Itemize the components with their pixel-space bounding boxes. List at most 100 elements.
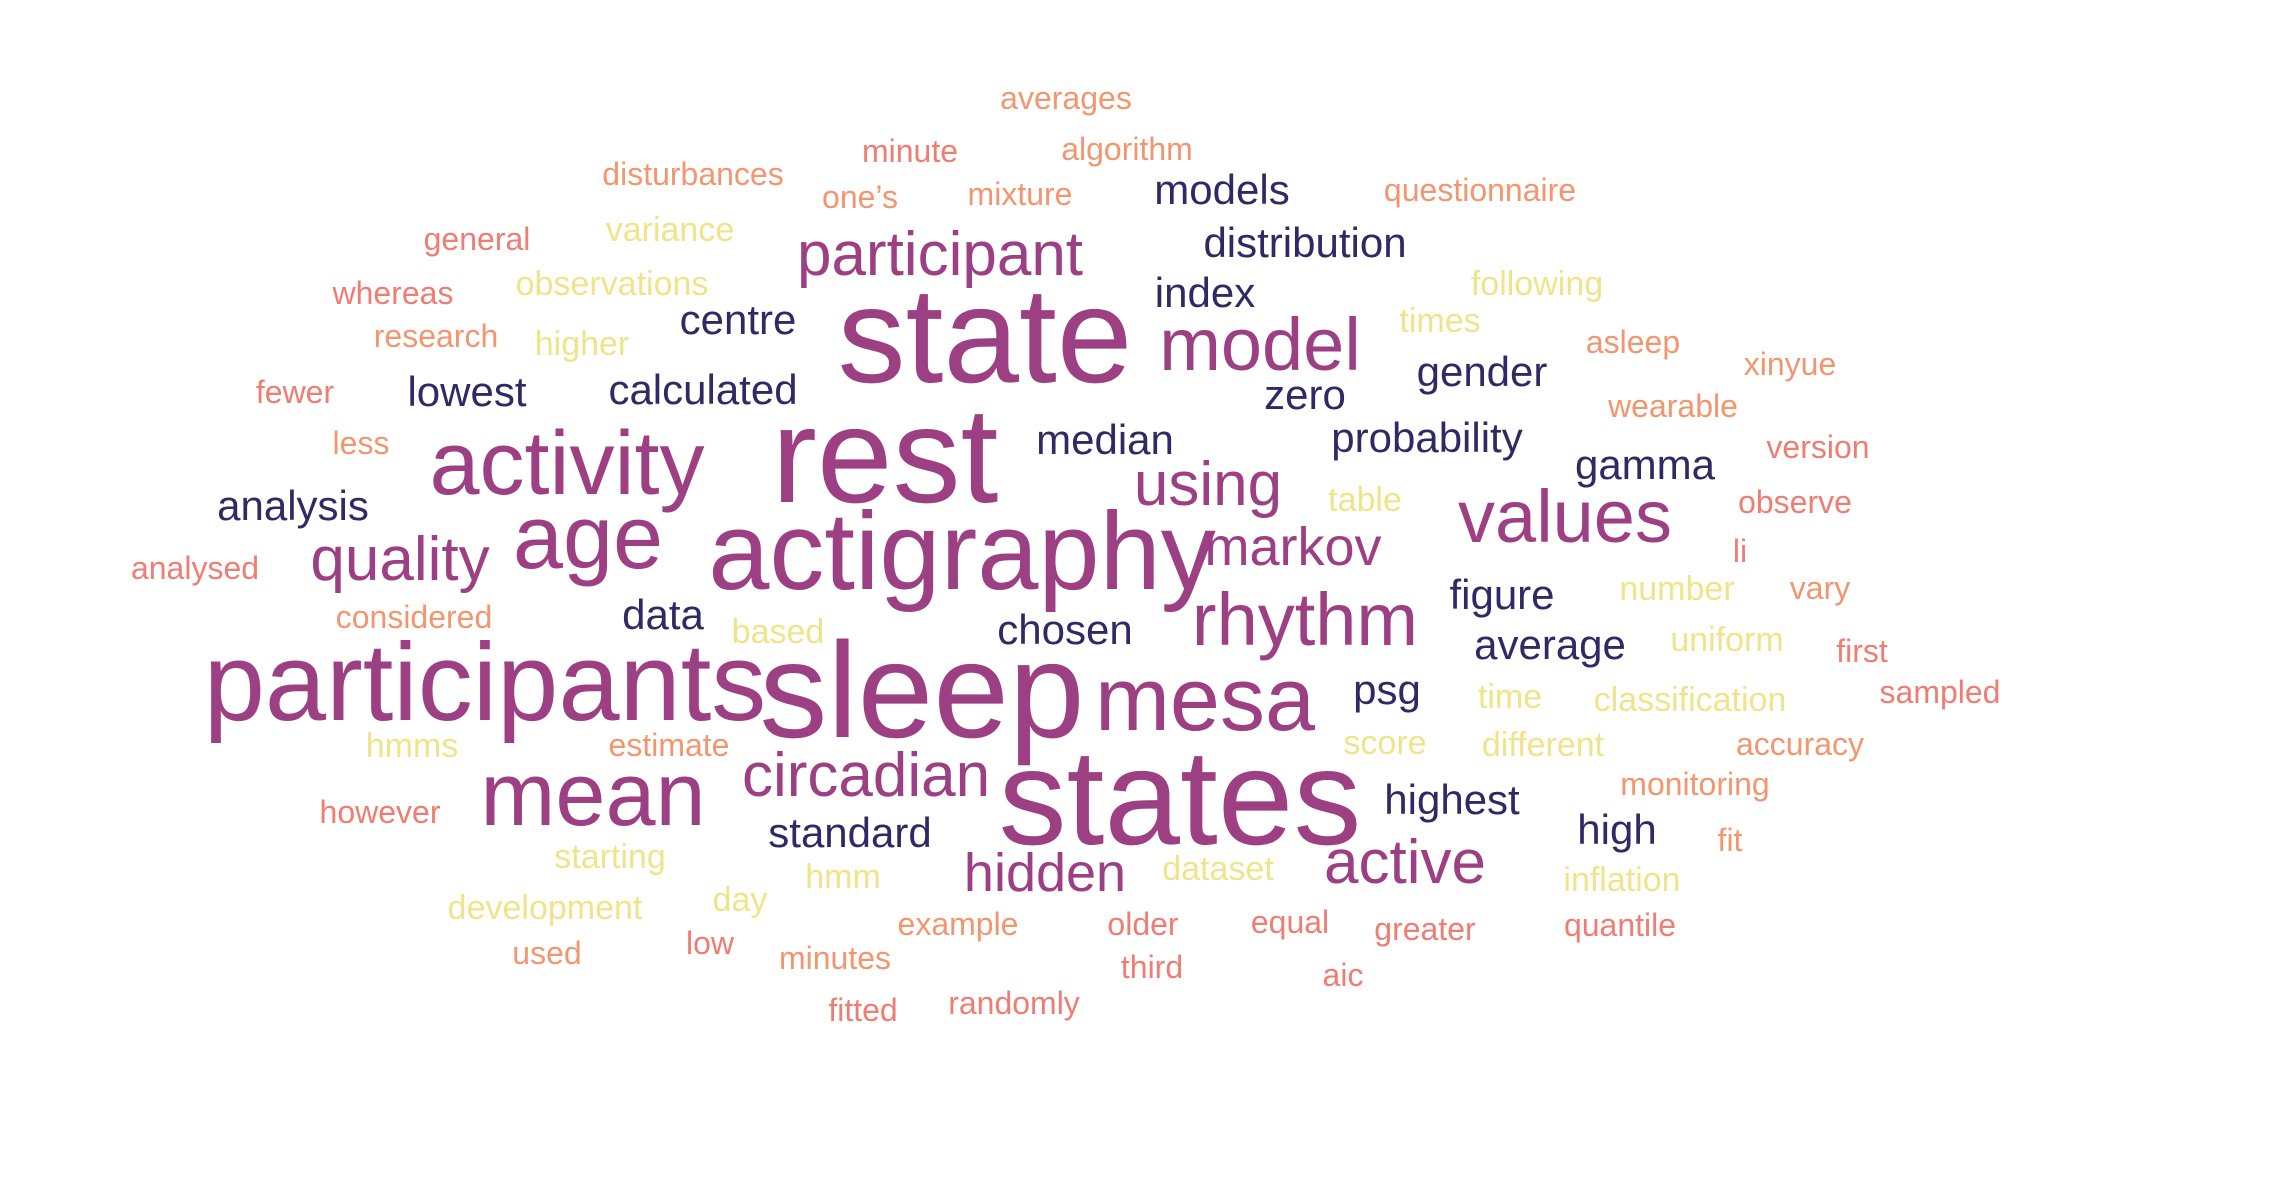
word-rest: rest (771, 379, 999, 531)
word-used: used (512, 935, 582, 971)
word-psg: psg (1353, 666, 1421, 713)
word-centre: centre (679, 296, 797, 343)
word-older: older (1107, 906, 1179, 942)
word-score: score (1343, 724, 1427, 762)
word-hmms: hmms (365, 727, 459, 765)
word-fit: fit (1717, 822, 1743, 858)
word-disturbances: disturbances (602, 156, 784, 192)
word-day: day (712, 881, 768, 919)
word-based: based (731, 613, 825, 651)
word-analysis: analysis (217, 482, 369, 529)
word-uniform: uniform (1670, 621, 1784, 659)
word-inflation: inflation (1563, 861, 1681, 899)
word-times: times (1399, 302, 1481, 340)
word-randomly: randomly (948, 985, 1080, 1021)
word-figure: figure (1449, 571, 1555, 618)
word-calculated: calculated (608, 366, 798, 413)
word-higher: higher (534, 325, 630, 363)
word-different: different (1481, 726, 1605, 764)
word-observations: observations (515, 265, 709, 303)
word-first: first (1836, 633, 1888, 669)
word-accuracy: accuracy (1735, 726, 1865, 762)
word-xinyue: xinyue (1743, 346, 1837, 382)
word-third: third (1120, 949, 1184, 985)
word-mesa: mesa (1094, 650, 1316, 750)
word-dataset: dataset (1162, 850, 1274, 888)
word-observe: observe (1738, 484, 1852, 520)
word-sleep: sleep (759, 614, 1085, 766)
word-zero: zero (1264, 371, 1346, 418)
word-example: example (897, 906, 1019, 942)
word-version: version (1766, 429, 1870, 465)
word-greater: greater (1374, 911, 1476, 947)
word-gender: gender (1416, 348, 1548, 395)
word-however: however (319, 794, 441, 830)
word-actigraphy: actigraphy (708, 490, 1216, 613)
word-following: following (1470, 265, 1604, 303)
word-gamma: gamma (1574, 441, 1716, 488)
word-quantile: quantile (1563, 907, 1677, 943)
word-questionnaire: questionnaire (1383, 172, 1577, 208)
word-variance: variance (605, 211, 735, 249)
word-starting: starting (554, 838, 666, 876)
word-distribution: distribution (1203, 219, 1407, 266)
word-asleep: asleep (1585, 324, 1681, 360)
word-hmm: hmm (805, 858, 881, 896)
word-aic: aic (1322, 957, 1364, 993)
word-participants: participants (203, 621, 767, 744)
word-estimate: estimate (608, 727, 730, 763)
word-sampled: sampled (1879, 674, 2001, 710)
word-probability: probability (1331, 414, 1523, 461)
word-fitted: fitted (828, 992, 898, 1028)
word-classification: classification (1593, 681, 1787, 719)
word-states: states (998, 721, 1362, 873)
word-table: table (1328, 481, 1402, 519)
word-algorithm: algorithm (1061, 131, 1193, 167)
word-analysed: analysed (130, 550, 260, 586)
word-equal: equal (1250, 904, 1330, 940)
word-low: low (685, 925, 735, 961)
word-monitoring: monitoring (1620, 766, 1770, 802)
word-li: li (1732, 533, 1748, 569)
word-research: research (373, 318, 499, 354)
word-standard: standard (768, 809, 932, 856)
word-age: age (512, 488, 664, 588)
word-participant: participant (796, 220, 1084, 289)
word-whereas: whereas (332, 275, 454, 311)
word-activity: activity (429, 414, 705, 514)
word-using: using (1133, 450, 1283, 519)
word-development: development (447, 889, 643, 927)
word-models: models (1154, 166, 1290, 213)
word-lowest: lowest (407, 368, 527, 415)
word-active: active (1324, 828, 1486, 897)
word-quality: quality (310, 525, 490, 594)
word-one-s: one’s (822, 179, 898, 215)
word-mixture: mixture (967, 176, 1073, 212)
word-minute: minute (861, 133, 959, 169)
word-chosen: chosen (997, 606, 1133, 653)
word-fewer: fewer (255, 374, 335, 410)
word-less: less (332, 425, 390, 461)
word-circadian: circadian (741, 741, 991, 810)
word-state: state (837, 259, 1133, 411)
word-minutes: minutes (778, 940, 892, 976)
word-data: data (622, 591, 704, 638)
word-averages: averages (1000, 80, 1132, 116)
word-index: index (1154, 269, 1256, 316)
word-mean: mean (480, 745, 706, 845)
word-median: median (1036, 416, 1174, 463)
word-high: high (1577, 806, 1657, 853)
word-hidden: hidden (963, 843, 1127, 903)
word-average: average (1474, 621, 1626, 668)
word-markov: markov (1204, 517, 1382, 577)
word-values: values (1458, 475, 1672, 558)
word-time: time (1477, 678, 1543, 716)
word-vary: vary (1789, 570, 1851, 606)
word-highest: highest (1384, 776, 1520, 823)
word-general: general (423, 221, 531, 257)
word-considered: considered (335, 599, 493, 635)
word-rhythm: rhythm (1191, 578, 1419, 661)
word-model: model (1159, 303, 1361, 386)
word-number: number (1619, 570, 1735, 608)
